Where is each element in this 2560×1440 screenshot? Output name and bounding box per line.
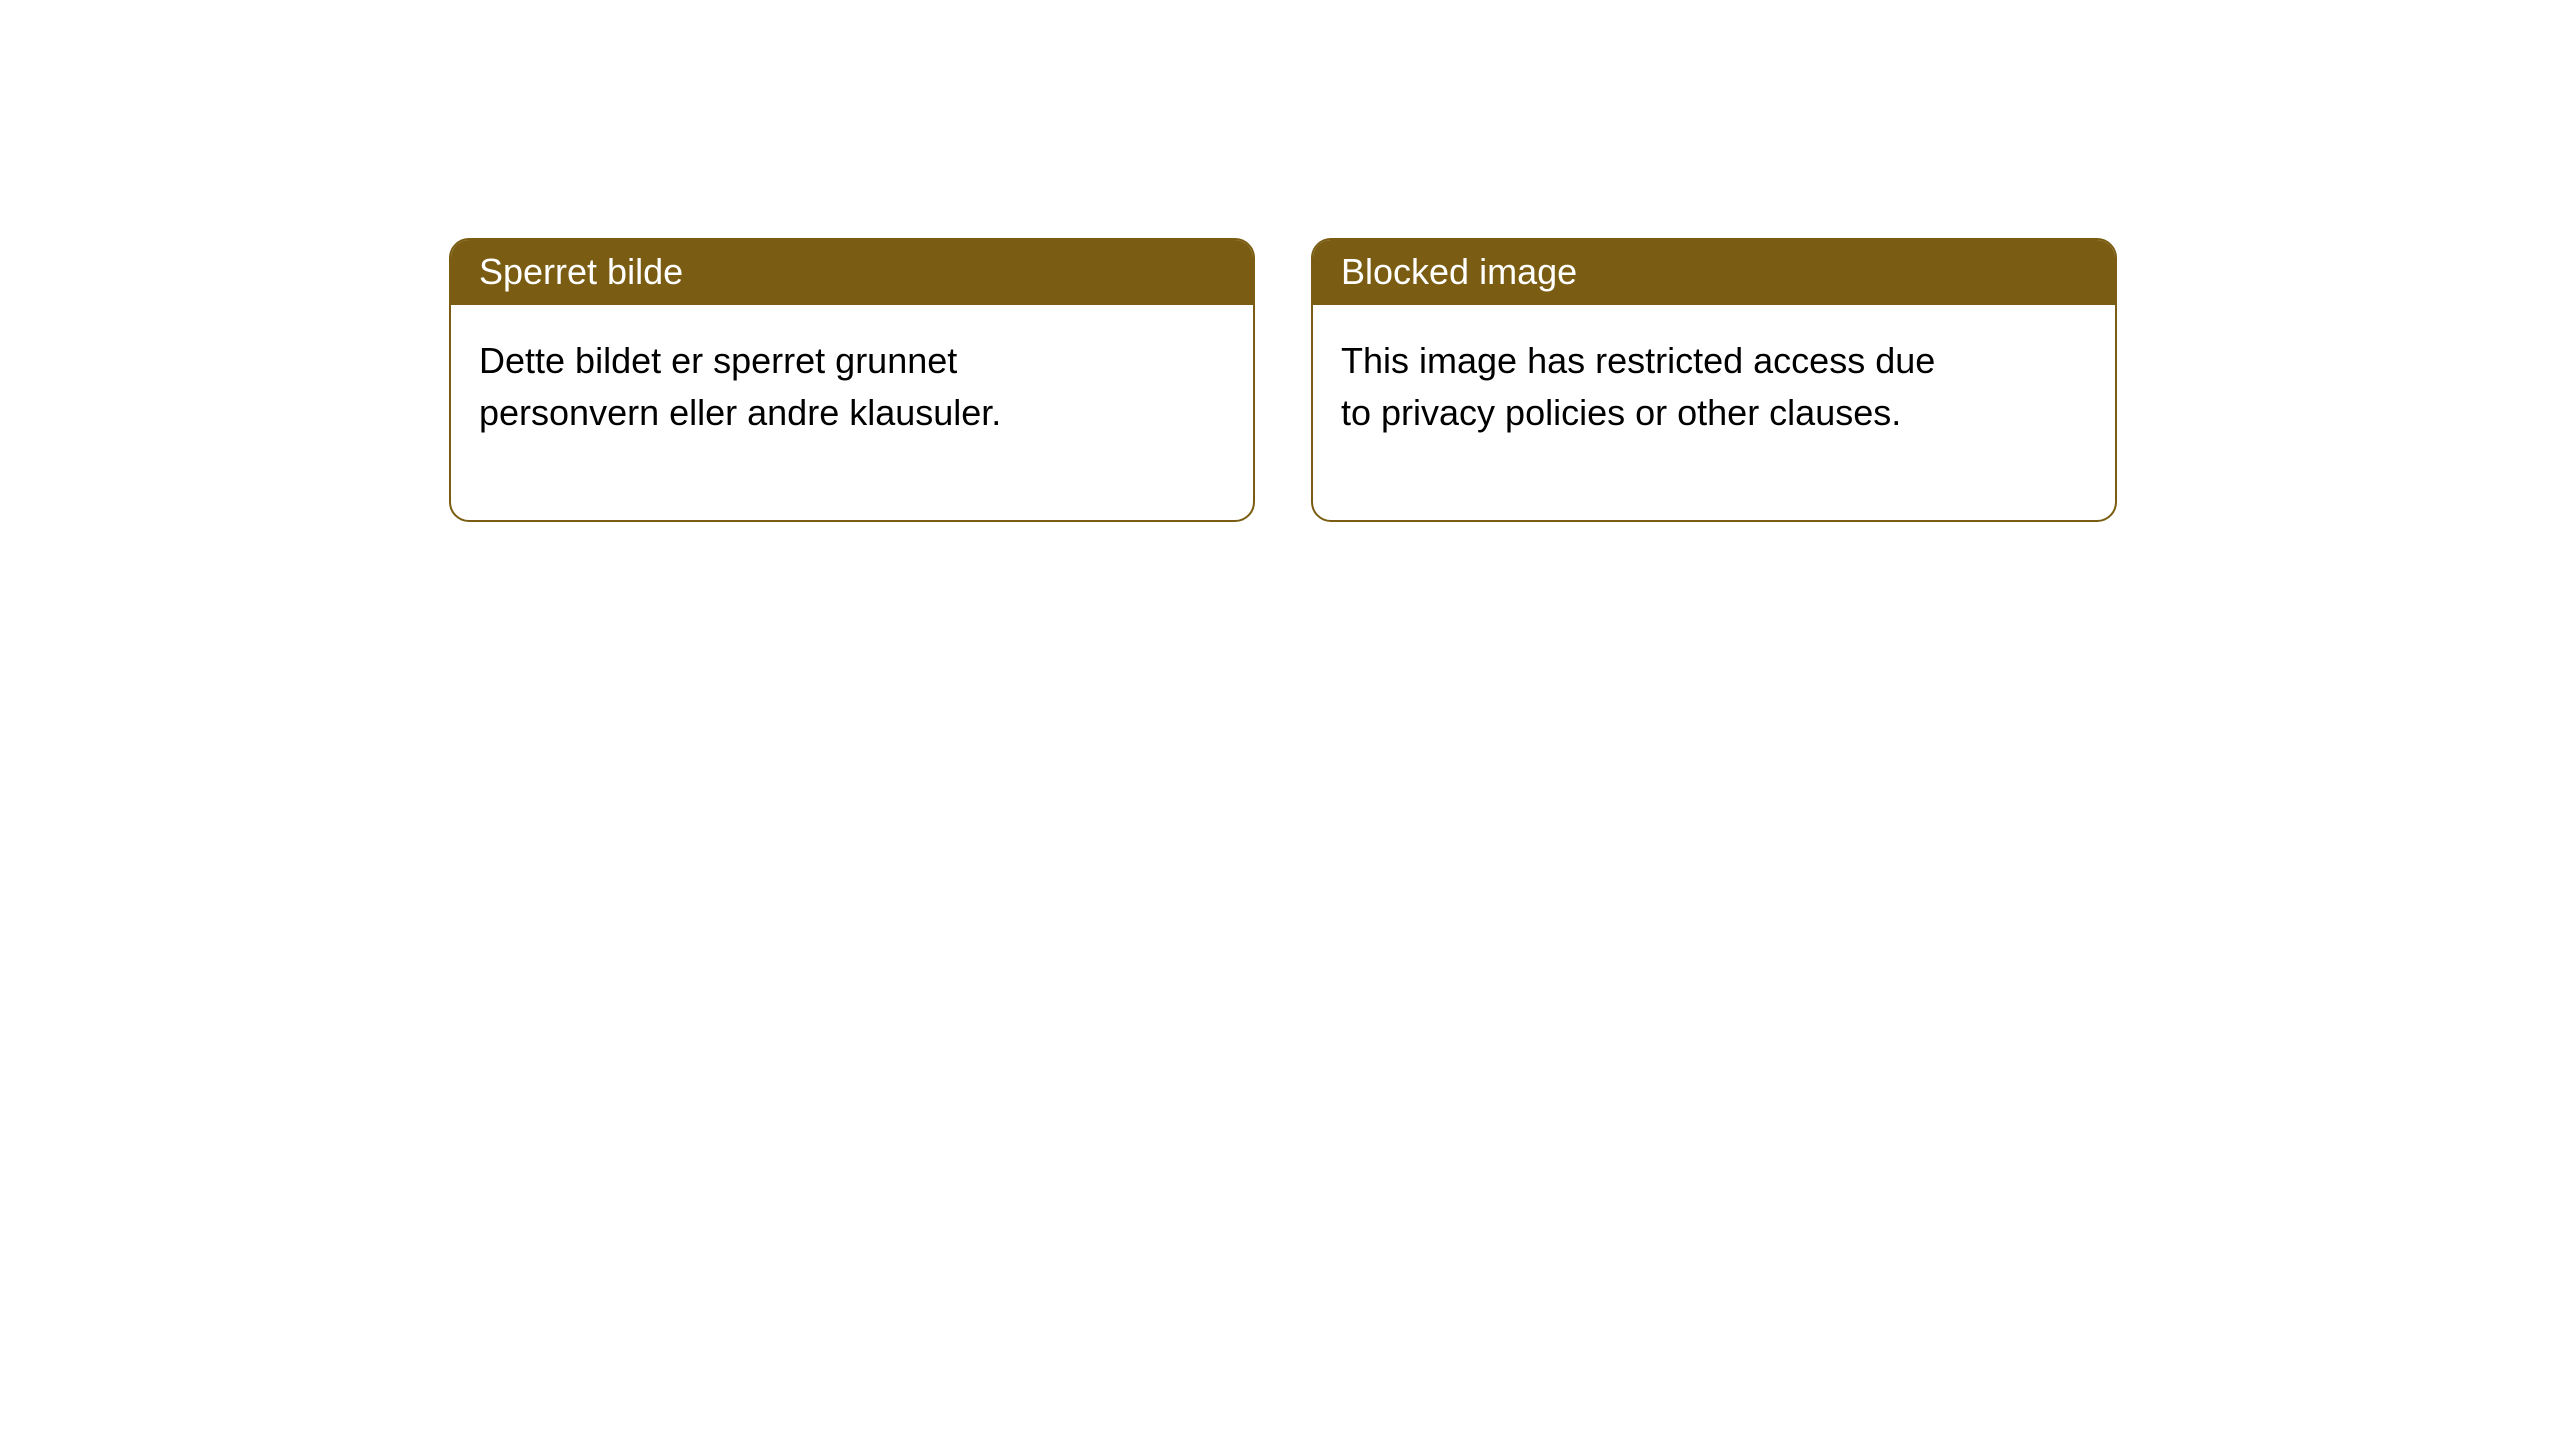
notice-container: Sperret bilde Dette bildet er sperret gr… <box>0 0 2560 522</box>
notice-title: Blocked image <box>1313 240 2115 305</box>
notice-body: This image has restricted access due to … <box>1313 305 1993 519</box>
notice-card-norwegian: Sperret bilde Dette bildet er sperret gr… <box>449 238 1255 522</box>
notice-card-english: Blocked image This image has restricted … <box>1311 238 2117 522</box>
notice-title: Sperret bilde <box>451 240 1253 305</box>
notice-body: Dette bildet er sperret grunnet personve… <box>451 305 1131 519</box>
